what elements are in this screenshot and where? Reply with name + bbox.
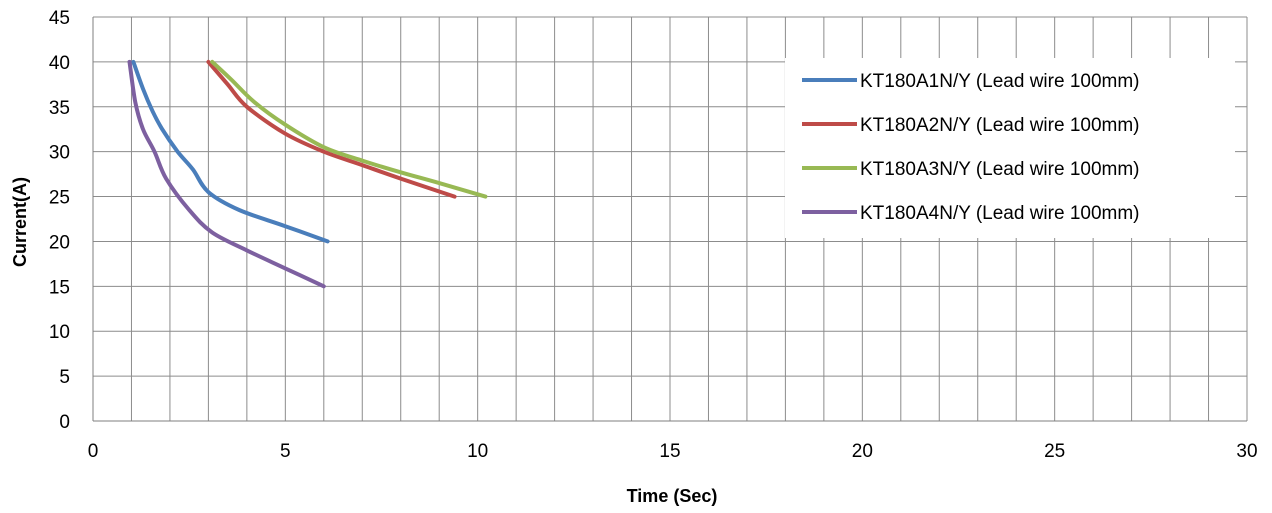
x-tick-label: 10: [467, 441, 488, 462]
plot-series: [127, 59, 488, 289]
x-axis-title: Time (Sec): [627, 486, 718, 506]
y-tick-label: 40: [49, 53, 70, 74]
y-tick-label: 30: [49, 143, 70, 164]
x-tick-labels: 0 5 10 15 20 25 30: [88, 441, 1258, 462]
y-tick-label: 0: [59, 412, 70, 433]
y-tick-label: 45: [49, 8, 70, 29]
series-line: [210, 59, 488, 199]
x-tick-label: 5: [280, 441, 291, 462]
legend-label: KT180A2N/Y (Lead wire 100mm): [860, 115, 1140, 136]
series-line: [127, 59, 326, 289]
y-tick-label: 25: [49, 188, 70, 209]
y-tick-label: 15: [49, 277, 70, 298]
legend: KT180A1N/Y (Lead wire 100mm) KT180A2N/Y (…: [785, 58, 1235, 238]
series-line: [206, 59, 457, 199]
x-tick-label: 20: [852, 441, 873, 462]
axes: [92, 17, 1247, 422]
y-axis-title: Current(A): [10, 177, 30, 267]
legend-label: KT180A1N/Y (Lead wire 100mm): [860, 71, 1140, 92]
series-line: [131, 59, 330, 244]
x-tick-label: 0: [88, 441, 99, 462]
x-tick-label: 25: [1044, 441, 1065, 462]
x-tick-label: 30: [1236, 441, 1257, 462]
legend-background: [785, 58, 1235, 238]
legend-label: KT180A3N/Y (Lead wire 100mm): [860, 159, 1140, 180]
legend-label: KT180A4N/Y (Lead wire 100mm): [860, 203, 1140, 224]
y-tick-labels: 0 5 10 15 20 25 30 35 40 45: [49, 8, 70, 433]
y-tick-label: 10: [49, 322, 70, 343]
y-tick-label: 35: [49, 98, 70, 119]
x-tick-label: 15: [659, 441, 680, 462]
y-tick-label: 20: [49, 232, 70, 253]
y-tick-label: 5: [59, 367, 70, 388]
